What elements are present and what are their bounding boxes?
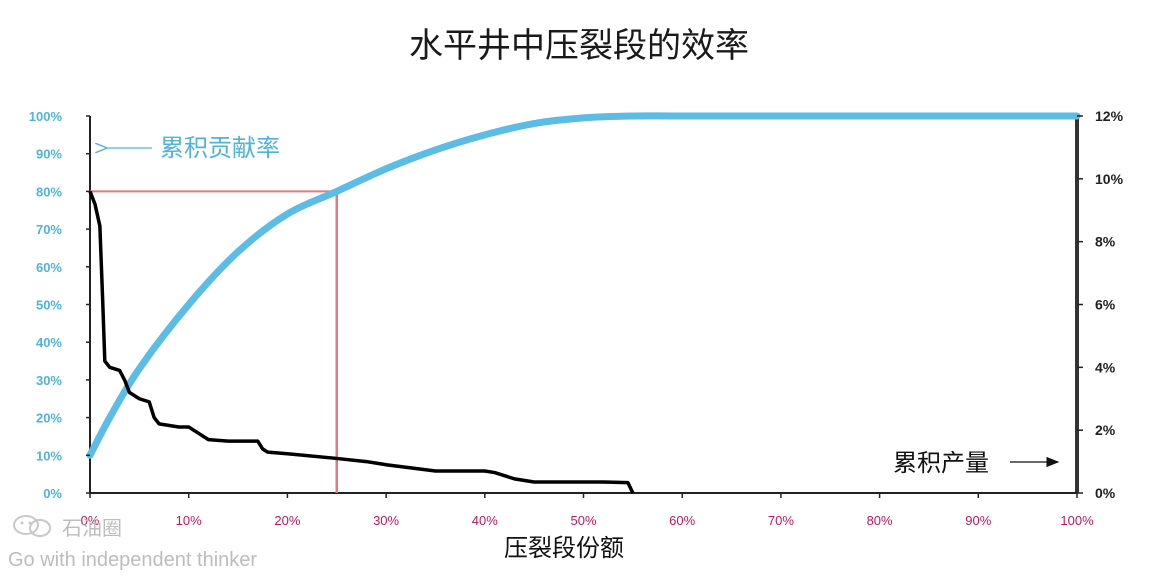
right-tick-label: 4%: [1095, 359, 1116, 375]
wechat-logo-icon: [13, 515, 51, 537]
x-tick-label: 30%: [373, 513, 399, 528]
x-tick-label: 90%: [965, 513, 991, 528]
x-tick-label: 100%: [1060, 513, 1094, 528]
watermark: 石油圈 Go with independent thinker: [8, 512, 257, 572]
x-tick-label: 80%: [867, 513, 893, 528]
left-tick-label: 70%: [36, 222, 62, 237]
right-tick-label: 10%: [1095, 171, 1124, 187]
x-tick-label: 40%: [472, 513, 498, 528]
x-tick-label: 70%: [768, 513, 794, 528]
right-tick-label: 0%: [1095, 485, 1116, 501]
left-tick-label: 10%: [36, 448, 62, 463]
left-tick-label: 40%: [36, 335, 62, 350]
x-tick-label: 10%: [176, 513, 202, 528]
x-axis-label: 压裂段份额: [504, 534, 624, 562]
left-tick-label: 60%: [36, 260, 62, 275]
annotation-cumulative-contribution: 累积贡献率: [160, 134, 280, 162]
right-tick-label: 8%: [1095, 234, 1116, 250]
watermark-name: 石油圈: [62, 516, 122, 540]
annotation-cumulative-production: 累积产量: [893, 449, 989, 477]
right-tick-label: 12%: [1095, 108, 1124, 124]
series-line-cumulative-production: [88, 190, 635, 494]
x-tick-label: 50%: [570, 513, 596, 528]
watermark-tagline: Go with independent thinker: [8, 549, 258, 571]
left-tick-label: 50%: [36, 298, 62, 313]
series-line-cumulative-contribution: [86, 112, 1081, 459]
chart-title: 水平井中压裂段的效率: [409, 26, 749, 66]
right-tick-label: 6%: [1095, 297, 1116, 313]
left-tick-label: 0%: [43, 486, 62, 501]
x-tick-label: 60%: [669, 513, 695, 528]
left-tick-label: 80%: [36, 184, 62, 199]
left-tick-label: 100%: [29, 109, 63, 124]
x-tick-label: 0%: [81, 513, 100, 528]
x-tick-label: 20%: [274, 513, 300, 528]
right-tick-label: 2%: [1095, 422, 1116, 438]
left-tick-label: 20%: [36, 411, 62, 426]
left-tick-label: 90%: [36, 147, 62, 162]
left-tick-label: 30%: [36, 373, 62, 388]
